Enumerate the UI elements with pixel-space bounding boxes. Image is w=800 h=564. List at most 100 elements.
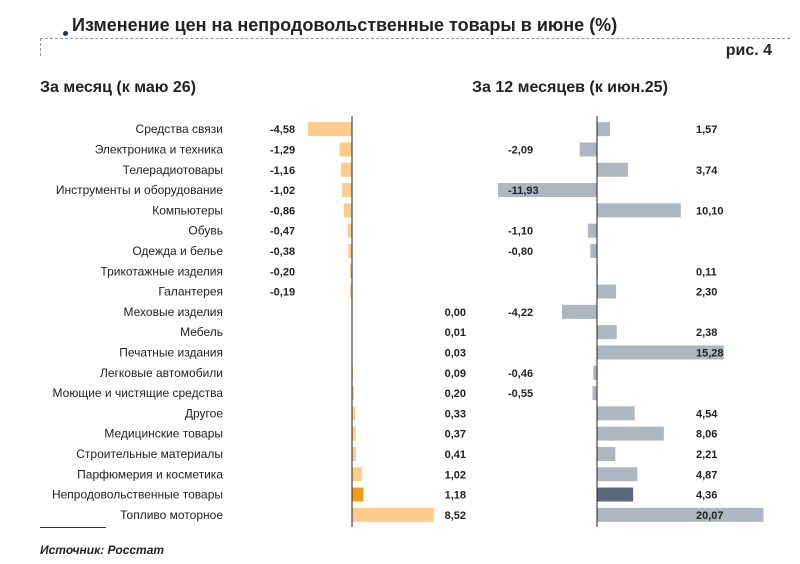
annual-value-label: 4,54 (696, 408, 718, 420)
monthly-value-label: 0,03 (445, 347, 466, 359)
annual-value-label: 10,10 (696, 205, 724, 217)
monthly-value-label: 0,37 (445, 429, 466, 441)
annual-bar (597, 507, 764, 522)
monthly-bar (308, 122, 352, 137)
category-label: Трикотажные изделия (100, 264, 223, 278)
annual-bar (597, 203, 681, 218)
category-label: Печатные издания (119, 345, 223, 359)
monthly-bar (352, 507, 434, 522)
monthly-value-label: 1,02 (445, 469, 466, 481)
annual-bar (597, 345, 724, 360)
annual-change-chart: 1,57 -2,09 3,74 -11,93 10,10 -1,10 -0,80 0,11 2,… (498, 116, 764, 527)
category-label: Топливо моторное (120, 508, 223, 522)
annual-bar (498, 183, 597, 198)
title-bullet-icon (63, 31, 68, 36)
monthly-bar (350, 264, 352, 279)
monthly-value-label: 0,20 (445, 388, 466, 400)
annual-value-label: 3,74 (696, 165, 718, 177)
category-label: Парфюмерия и косметика (77, 467, 223, 481)
source-divider (40, 527, 106, 528)
monthly-bar (347, 223, 352, 238)
monthly-bar (350, 284, 352, 299)
annual-value-label: 2,21 (696, 449, 717, 461)
monthly-value-label: -1,16 (270, 165, 295, 177)
annual-value-label: -0,55 (508, 388, 533, 400)
monthly-bar (340, 162, 352, 177)
monthly-bar (352, 446, 356, 461)
monthly-value-label: -4,58 (270, 124, 295, 136)
annual-value-label: 15,28 (696, 347, 724, 359)
annual-value-label: 2,38 (696, 327, 717, 339)
category-label: Телерадиотовары (123, 163, 223, 177)
annual-bar (597, 487, 634, 502)
category-label: Одежда и белье (132, 244, 223, 258)
category-label: Другое (185, 406, 223, 420)
annual-bar (590, 243, 597, 258)
annual-value-label: -0,46 (508, 368, 533, 380)
category-label: Легковые автомобили (100, 366, 223, 380)
monthly-value-label: -0,20 (270, 266, 295, 278)
monthly-bar (342, 183, 352, 198)
category-label: Строительные материалы (76, 447, 223, 461)
annual-bar (587, 223, 597, 238)
right-panel-title: За 12 месяцев (к июн.25) (472, 79, 668, 96)
monthly-bar (343, 203, 352, 218)
monthly-value-label: -0,19 (270, 287, 295, 299)
category-label: Компьютеры (152, 203, 223, 217)
annual-bar (597, 426, 664, 441)
category-labels: Средства связи Электроника и техника Телер… (52, 122, 223, 522)
category-label: Меховые изделия (123, 305, 223, 319)
annual-bar (597, 284, 617, 299)
annual-value-label: 1,57 (696, 124, 717, 136)
monthly-bar (352, 467, 362, 482)
monthly-bar (352, 406, 356, 421)
monthly-bar (352, 426, 356, 441)
category-label: Непродовольственные товары (52, 488, 223, 502)
monthly-value-label: 1,18 (445, 490, 466, 502)
monthly-value-label: -0,38 (270, 246, 295, 258)
monthly-value-label: -0,47 (270, 226, 295, 238)
title-divider (40, 38, 790, 39)
annual-bar (597, 406, 635, 421)
title-divider-corner (40, 38, 41, 56)
annual-value-label: -2,09 (508, 144, 533, 156)
monthly-value-label: 0,01 (445, 327, 466, 339)
figure-label: рис. 4 (725, 42, 772, 59)
annual-bar (597, 325, 617, 340)
monthly-bar (352, 386, 354, 401)
monthly-bar (348, 243, 352, 258)
category-label: Мебель (180, 325, 223, 339)
monthly-bar (352, 487, 364, 502)
annual-bar (597, 162, 629, 177)
monthly-value-label: -1,02 (270, 185, 295, 197)
monthly-value-label: -1,29 (270, 144, 295, 156)
monthly-change-chart: -4,58 -1,29 -1,16 -1,02 -0,86 -0,47 -0,38 -0,20… (270, 116, 466, 527)
monthly-value-label: 0,41 (445, 449, 466, 461)
annual-value-label: -1,10 (508, 226, 533, 238)
monthly-value-label: 0,09 (445, 368, 466, 380)
annual-bar (597, 446, 616, 461)
category-label: Электроника и техника (95, 142, 224, 156)
monthly-bar (339, 142, 352, 157)
monthly-value-label: 8,52 (445, 510, 466, 522)
annual-bar (561, 304, 597, 319)
category-label: Средства связи (136, 122, 223, 136)
annual-value-label: 4,87 (696, 469, 717, 481)
annual-bar (592, 386, 597, 401)
category-label: Обувь (188, 224, 223, 238)
chart-title: Изменение цен на непродовольственные тов… (72, 15, 618, 35)
category-label: Медицинские товары (104, 427, 223, 441)
annual-value-label: -4,22 (508, 307, 533, 319)
annual-bar (597, 122, 611, 137)
annual-value-label: -11,93 (508, 185, 539, 197)
source-note: Источник: Росстат (40, 543, 165, 557)
category-label: Инструменты и оборудование (56, 183, 223, 197)
monthly-value-label: 0,00 (445, 307, 466, 319)
annual-value-label: 8,06 (696, 429, 717, 441)
annual-value-label: -0,80 (508, 246, 533, 258)
annual-value-label: 0,11 (696, 266, 717, 278)
monthly-value-label: 0,33 (445, 408, 466, 420)
annual-value-label: 2,30 (696, 287, 717, 299)
annual-bar (593, 365, 597, 380)
category-label: Моющие и чистящие средства (53, 386, 224, 400)
